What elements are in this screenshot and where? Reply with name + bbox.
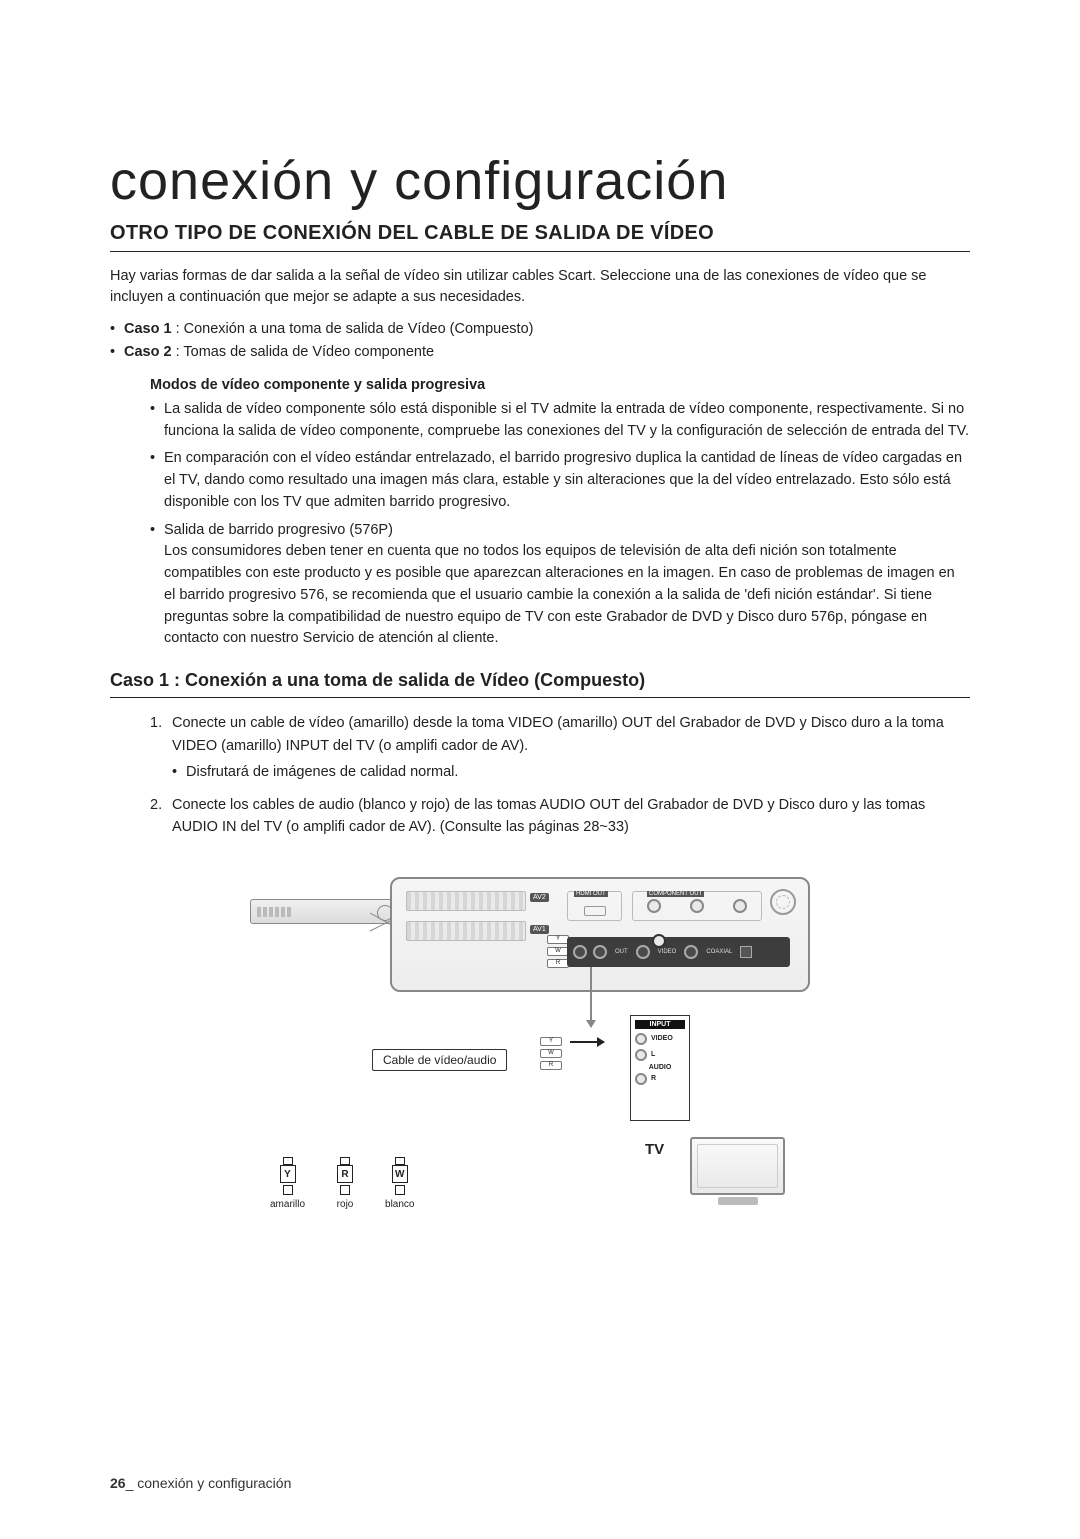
legend-yellow-label: amarillo	[270, 1199, 305, 1210]
legend-white: W blanco	[385, 1157, 414, 1210]
legend-yellow: Y amarillo	[270, 1157, 305, 1210]
jack2-w-label: W	[548, 1050, 554, 1056]
modes-bullet-3-body: Los consumidores deben tener en cuenta q…	[164, 541, 970, 650]
jack2-y-label: Y	[549, 1038, 553, 1044]
tv-side-jacks-icon: Y W R	[540, 1037, 562, 1070]
arrow-to-tv-icon	[570, 1041, 604, 1043]
tv-text-label: TV	[645, 1141, 664, 1158]
fan-icon	[770, 889, 796, 915]
scart-slots-icon	[406, 891, 526, 951]
plug-icon: Y	[278, 1157, 298, 1195]
tv-input-audio-label: AUDIO	[635, 1064, 685, 1071]
modes-block: Modos de vídeo componente y salida progr…	[150, 377, 970, 650]
document-page: conexión y configuración OTRO TIPO DE CO…	[0, 0, 1080, 1539]
cable-down-arrow-icon	[590, 967, 592, 1027]
jack-r-label: R	[556, 960, 560, 966]
modes-heading: Modos de vídeo componente y salida progr…	[150, 377, 970, 393]
case-2-line: Caso 2 : Tomas de salida de Vídeo compon…	[110, 341, 970, 363]
legend-red-label: rojo	[337, 1199, 354, 1210]
modes-bullet-2: En comparación con el vídeo estándar ent…	[150, 448, 970, 513]
cable-label-box: Cable de vídeo/audio	[372, 1049, 507, 1071]
case1-step-1-sub: Disfrutará de imágenes de calidad normal…	[172, 761, 970, 783]
plug-w-letter: W	[390, 1169, 410, 1180]
plug-icon: W	[390, 1157, 410, 1195]
section-heading: OTRO TIPO DE CONEXIÓN DEL CABLE DE SALID…	[110, 222, 970, 252]
tv-input-video-label: VIDEO	[651, 1035, 673, 1042]
intro-paragraph: Hay varias formas de dar salida a la señ…	[110, 266, 970, 308]
component-out-icon	[632, 891, 762, 921]
tv-input-header: INPUT	[635, 1020, 685, 1029]
tv-input-block-icon: INPUT VIDEO L AUDIO R	[630, 1015, 690, 1121]
case1-steps: Conecte un cable de vídeo (amarillo) des…	[110, 712, 970, 838]
jack-w-label: W	[555, 948, 561, 954]
case-2-label: Caso 2	[124, 344, 172, 360]
plug-icon: R	[335, 1157, 355, 1195]
plug-y-letter: Y	[278, 1169, 298, 1180]
tv-input-l-label: L	[651, 1051, 655, 1058]
tv-icon	[690, 1137, 785, 1207]
jack-y-label: Y	[556, 936, 560, 942]
footer-sep: _	[126, 1475, 138, 1491]
av1-label: AV1	[530, 925, 549, 934]
modes-bullet-1: La salida de vídeo componente sólo está …	[150, 399, 970, 443]
case-2-text: : Tomas de salida de Vídeo componente	[172, 344, 435, 360]
av2-label: AV2	[530, 893, 549, 902]
highlight-video-rca-icon	[652, 934, 666, 948]
case1-step-1: Conecte un cable de vídeo (amarillo) des…	[150, 712, 970, 783]
footer-section: conexión y configuración	[137, 1475, 291, 1491]
panel-jacks-icon: Y W R	[547, 935, 569, 968]
legend-white-label: blanco	[385, 1199, 414, 1210]
modes-bullet-3-lead: Salida de barrido progresivo (576P)	[164, 522, 393, 538]
rear-panel-icon: AV2 AV1 Y W R OUT VIDEO	[390, 877, 810, 992]
hdmi-out-icon	[567, 891, 622, 921]
jack2-r-label: R	[549, 1062, 553, 1068]
diagram-canvas: AV2 AV1 Y W R OUT VIDEO	[260, 877, 820, 1247]
legend-red: R rojo	[335, 1157, 355, 1210]
page-footer: 26_ conexión y configuración	[110, 1475, 291, 1491]
plug-r-letter: R	[335, 1169, 355, 1180]
case-1-label: Caso 1	[124, 321, 172, 337]
case-list: Caso 1 : Conexión a una toma de salida d…	[110, 318, 970, 363]
case-1-text: : Conexión a una toma de salida de Vídeo…	[172, 321, 534, 337]
connection-diagram: AV2 AV1 Y W R OUT VIDEO	[110, 877, 970, 1247]
connector-legend: Y amarillo R rojo W blanco	[270, 1157, 414, 1210]
case1-step-1-text: Conecte un cable de vídeo (amarillo) des…	[172, 715, 944, 753]
modes-bullets: La salida de vídeo componente sólo está …	[150, 399, 970, 650]
case-1-line: Caso 1 : Conexión a una toma de salida d…	[110, 318, 970, 340]
case1-step-2: Conecte los cables de audio (blanco y ro…	[150, 794, 970, 839]
tv-input-r-label: R	[651, 1075, 656, 1082]
chapter-title: conexión y configuración	[110, 150, 970, 212]
case1-heading: Caso 1 : Conexión a una toma de salida d…	[110, 670, 970, 698]
modes-bullet-3: Salida de barrido progresivo (576P) Los …	[150, 520, 970, 651]
page-number: 26	[110, 1475, 126, 1491]
av-out-strip-icon: OUT VIDEO COAXIAL	[567, 937, 790, 967]
